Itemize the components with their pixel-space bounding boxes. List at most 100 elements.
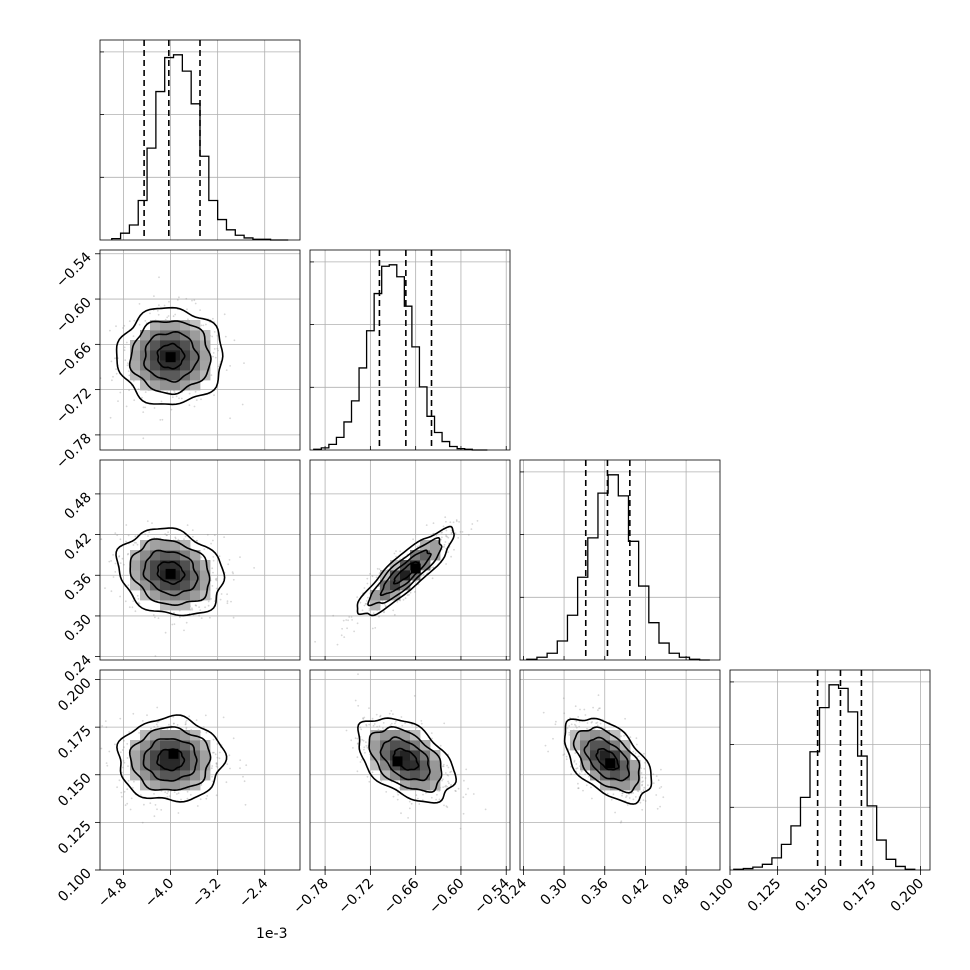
scatter-point <box>366 746 369 749</box>
density-cell <box>190 380 201 391</box>
scatter-point <box>591 721 593 723</box>
scatter-point <box>614 811 616 814</box>
scatter-point <box>209 616 211 619</box>
density-cell <box>160 370 171 381</box>
scatter-point <box>164 533 167 535</box>
scatter-point <box>232 616 235 619</box>
scatter-point <box>185 621 188 624</box>
scatter-point <box>196 539 199 542</box>
scatter-point <box>655 775 658 777</box>
scatter-point <box>206 795 209 797</box>
density-cell <box>570 730 581 741</box>
scatter-point <box>188 404 191 407</box>
scatter-point <box>562 754 565 756</box>
density-cell <box>170 770 181 781</box>
x-tick-label-2-1: 0.30 <box>538 876 571 909</box>
scatter-point <box>443 722 446 725</box>
scatter-point <box>119 391 122 394</box>
scatter-point <box>408 800 411 803</box>
density-cell <box>150 560 161 571</box>
y-tick-label-2-2: 0.36 <box>61 571 94 604</box>
scatter-point <box>467 787 469 790</box>
panel-content-1-0 <box>100 250 300 450</box>
scatter-point <box>658 787 661 789</box>
y-tick-label-1-0: −0.78 <box>53 430 95 472</box>
panel-frame-3-1 <box>309 669 511 871</box>
scatter-point <box>123 349 126 352</box>
scatter-point <box>128 606 131 609</box>
scatter-point <box>442 778 444 781</box>
scatter-point <box>595 722 598 724</box>
panel-frame-1-1 <box>309 249 511 451</box>
scatter-point <box>126 743 129 745</box>
scatter-point <box>118 555 121 557</box>
scatter-point <box>189 793 192 796</box>
density-cell <box>140 770 151 781</box>
scatter-point <box>226 763 229 765</box>
scatter-point <box>450 555 452 558</box>
scatter-point <box>575 726 578 729</box>
scatter-point <box>446 535 448 538</box>
density-cell <box>200 560 211 571</box>
scatter-point <box>444 541 447 543</box>
scatter-point <box>450 533 453 536</box>
scatter-point <box>126 788 129 791</box>
scatter-point <box>215 794 218 797</box>
scatter-point <box>204 714 207 717</box>
density-cell <box>130 570 141 581</box>
scatter-point <box>366 775 369 778</box>
density-cell <box>620 780 631 791</box>
density-cell <box>150 350 161 361</box>
contour-3-0-1 <box>142 738 198 782</box>
scatter-point <box>130 797 133 800</box>
scatter-point <box>341 627 343 630</box>
density-cell <box>390 740 401 751</box>
contour-1-0-1 <box>143 330 200 383</box>
scatter-point <box>180 798 182 801</box>
scatter-point <box>656 807 659 810</box>
density-cell <box>150 340 161 351</box>
scatter-point <box>158 304 160 307</box>
scatter-point <box>115 325 117 328</box>
scatter-point <box>314 640 316 643</box>
scatter-point <box>104 720 107 722</box>
scatter-point <box>229 365 232 367</box>
density-cell <box>590 750 601 761</box>
density-cell <box>430 770 441 781</box>
scatter-point <box>123 324 126 327</box>
density-cell <box>600 750 611 761</box>
density-cell <box>140 760 151 771</box>
scatter-point <box>470 528 473 530</box>
scatter-point <box>379 715 381 718</box>
scatter-point <box>174 313 177 316</box>
scatter-point <box>194 302 197 305</box>
density-cell <box>630 760 641 771</box>
scatter-point <box>440 531 443 534</box>
scatter-point <box>364 602 367 605</box>
scatter-point <box>184 723 187 726</box>
scatter-point <box>578 725 581 728</box>
scatter-point <box>132 786 134 789</box>
density-cell <box>590 740 601 751</box>
scatter-point <box>580 770 583 773</box>
y-tick-label-2-3: 0.42 <box>61 530 94 563</box>
density-cell <box>410 760 421 771</box>
scatter-point <box>154 804 157 806</box>
scatter-point <box>363 746 366 749</box>
density-cell <box>390 750 401 761</box>
scatter-point <box>112 554 114 556</box>
scatter-point <box>133 541 136 544</box>
scatter-point <box>215 763 218 766</box>
scatter-point <box>215 762 218 765</box>
scatter-point <box>122 327 124 329</box>
scatter-point <box>568 725 571 727</box>
scatter-point <box>152 614 155 616</box>
scatter-point <box>431 577 434 580</box>
scatter-point <box>194 390 197 393</box>
scatter-point <box>173 612 175 614</box>
density-cell <box>630 770 641 781</box>
scatter-point <box>353 630 355 633</box>
scatter-point <box>448 782 450 785</box>
scatter-point <box>232 578 235 581</box>
scatter-point <box>445 805 448 807</box>
